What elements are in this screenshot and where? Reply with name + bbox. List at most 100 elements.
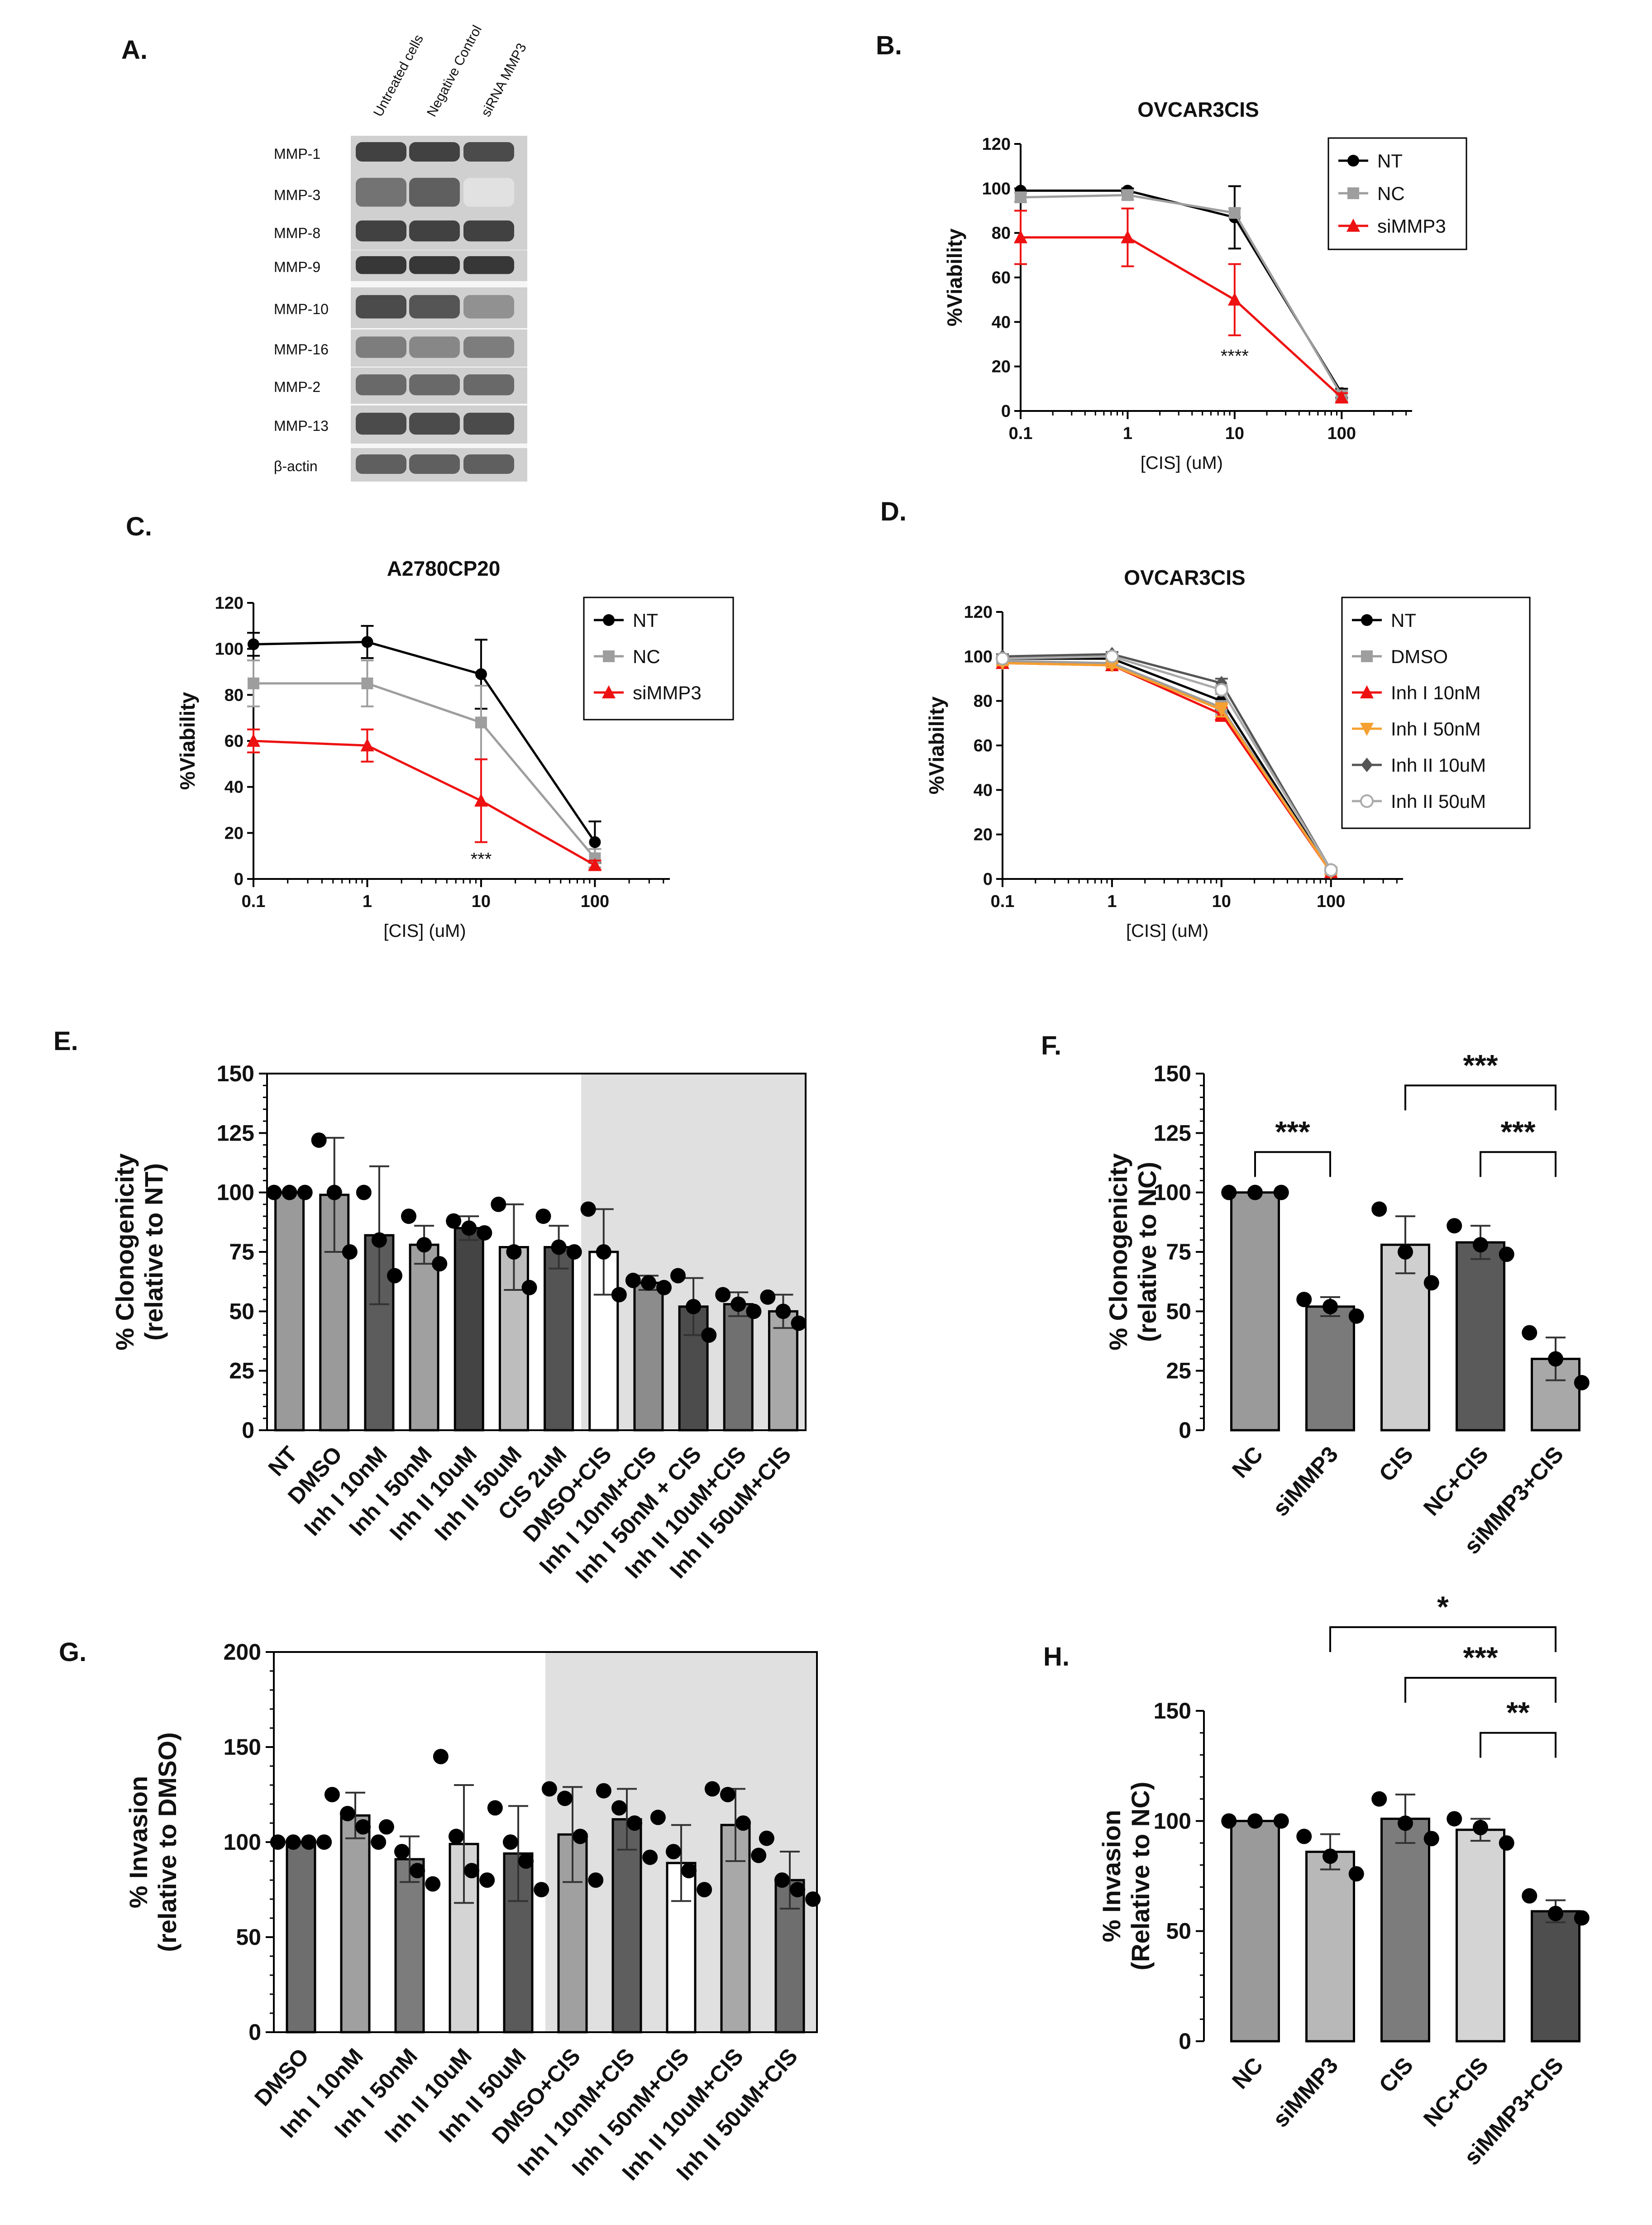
y-tick-label: 200 [224,1639,261,1665]
panel-letter-c: C. [126,512,152,541]
panel-letter-g: G. [59,1638,86,1667]
y-tick-label: 75 [229,1239,254,1265]
y-axis-label-line: % Invasion [124,1776,153,1909]
blot-band [409,336,460,358]
y-tick-label: 150 [1154,1061,1191,1086]
blot-band [409,295,460,319]
chart-h: 0 50 100 150 % Invasion(Relative to NC) NC siM… [1097,1590,1590,2170]
x-axis-label: [CIS] (uM) [1126,921,1208,941]
legend: NT DMSO Inh I 10nM Inh I 50nM Inh II 10uM Inh… [1341,597,1531,829]
data-point [360,738,374,752]
legend-marker [1346,219,1360,232]
series-line [253,740,596,866]
bar [1456,1829,1505,2043]
y-tick-label: 125 [217,1120,254,1146]
replicate-point [324,1787,340,1802]
replicate-point [464,1863,480,1878]
blot-row-label-mmp-9: MMP-9 [274,259,320,275]
series-line [1002,659,1332,873]
bar [498,1246,529,1432]
y-axis-label-line: % Clonogenicity [1104,1153,1132,1351]
replicate-point [1548,1905,1563,1921]
replicate-point [596,1783,611,1799]
replicate-point [627,1815,643,1831]
series-line [1020,194,1343,396]
bar-group-dmso: DMSO [249,1834,332,2111]
y-axis-label: %Viability [176,692,199,790]
blot-band [356,177,406,207]
data-point [1105,649,1119,664]
replicate-point [1323,1299,1338,1314]
chart-e: 0 25 50 75 100 125 150 % Clonogenicity(relative… [110,1061,807,1588]
replicate-point [611,1800,627,1816]
legend-label-nc: NC [1377,183,1405,204]
blot-band [463,220,514,242]
y-tick-label: 0 [234,870,244,889]
y-tick-label: 100 [1154,1808,1191,1833]
series-nc [247,659,602,869]
replicate-point [573,1829,588,1844]
replicate-point [1296,1292,1312,1308]
category-label-nt: NT [263,1442,302,1481]
bar-group-nc-cis: NC+CIS [1418,1811,1514,2132]
bar [544,1246,574,1432]
series-inh-ii-10um [996,647,1337,878]
blot-band [463,295,514,319]
y-tick-label: 50 [229,1299,254,1324]
replicate-point [790,1882,806,1897]
data-point [1105,659,1119,673]
y-axis-label-line: (relative to DMSO) [153,1732,181,1952]
replicate-point [432,1256,448,1272]
bar-group-simmp3: siMMP3 [1268,1292,1364,1521]
bar-group-simmp3: siMMP3 [1268,1829,1364,2132]
replicate-point [1221,1184,1237,1200]
legend-label-simmp3: siMMP3 [633,682,702,703]
replicate-point [611,1287,627,1303]
replicate-point [535,1208,551,1224]
series-line [1002,662,1332,873]
replicate-point [1296,1829,1312,1844]
legend-label-simmp3: siMMP3 [1377,215,1446,237]
blot-row-label-mmp-13: MMP-13 [274,418,329,434]
bar [394,1858,425,2034]
replicate-point [301,1834,317,1850]
y-axis-label: % Invasion(relative to DMSO) [124,1732,181,1952]
replicate-point [774,1872,790,1888]
replicate-point [1499,1835,1514,1851]
panel-letter-b: B. [876,31,902,60]
replicate-point [640,1275,656,1291]
replicate-point [521,1280,537,1295]
replicate-point [551,1239,567,1255]
x-tick-label: 1 [363,892,372,911]
y-axis-label-line: % Clonogenicity [110,1153,139,1351]
data-point [996,652,1009,666]
data-point [1335,390,1349,404]
series-line [1002,653,1332,871]
replicate-point [1398,1815,1413,1831]
data-point [247,734,260,747]
y-tick-label: 120 [964,603,993,622]
significance-bracket: *** [1404,1048,1557,1111]
replicate-point [557,1791,573,1806]
blot-band [356,295,406,319]
replicate-point [1348,1308,1364,1324]
blot-band [356,336,406,358]
series-simmp3 [1014,207,1349,404]
blot-band [463,412,514,435]
replicate-point [642,1849,658,1865]
replicate-point [371,1834,387,1850]
replicate-point [1221,1813,1237,1829]
blot-row-label-mmp-1: MMP-1 [274,146,320,162]
bar [557,1833,588,2034]
blot-row-label-actin: β-actin [274,458,318,474]
replicate-point [746,1303,762,1319]
bar [454,1227,484,1432]
category-label-simmp3: siMMP3 [1268,1442,1343,1521]
replicate-point [701,1327,717,1343]
bar [1380,1243,1430,1432]
series-line [1021,236,1342,399]
y-tick-label: 60 [224,732,244,751]
y-tick-label: 25 [1166,1358,1191,1384]
bar [340,1814,371,2034]
